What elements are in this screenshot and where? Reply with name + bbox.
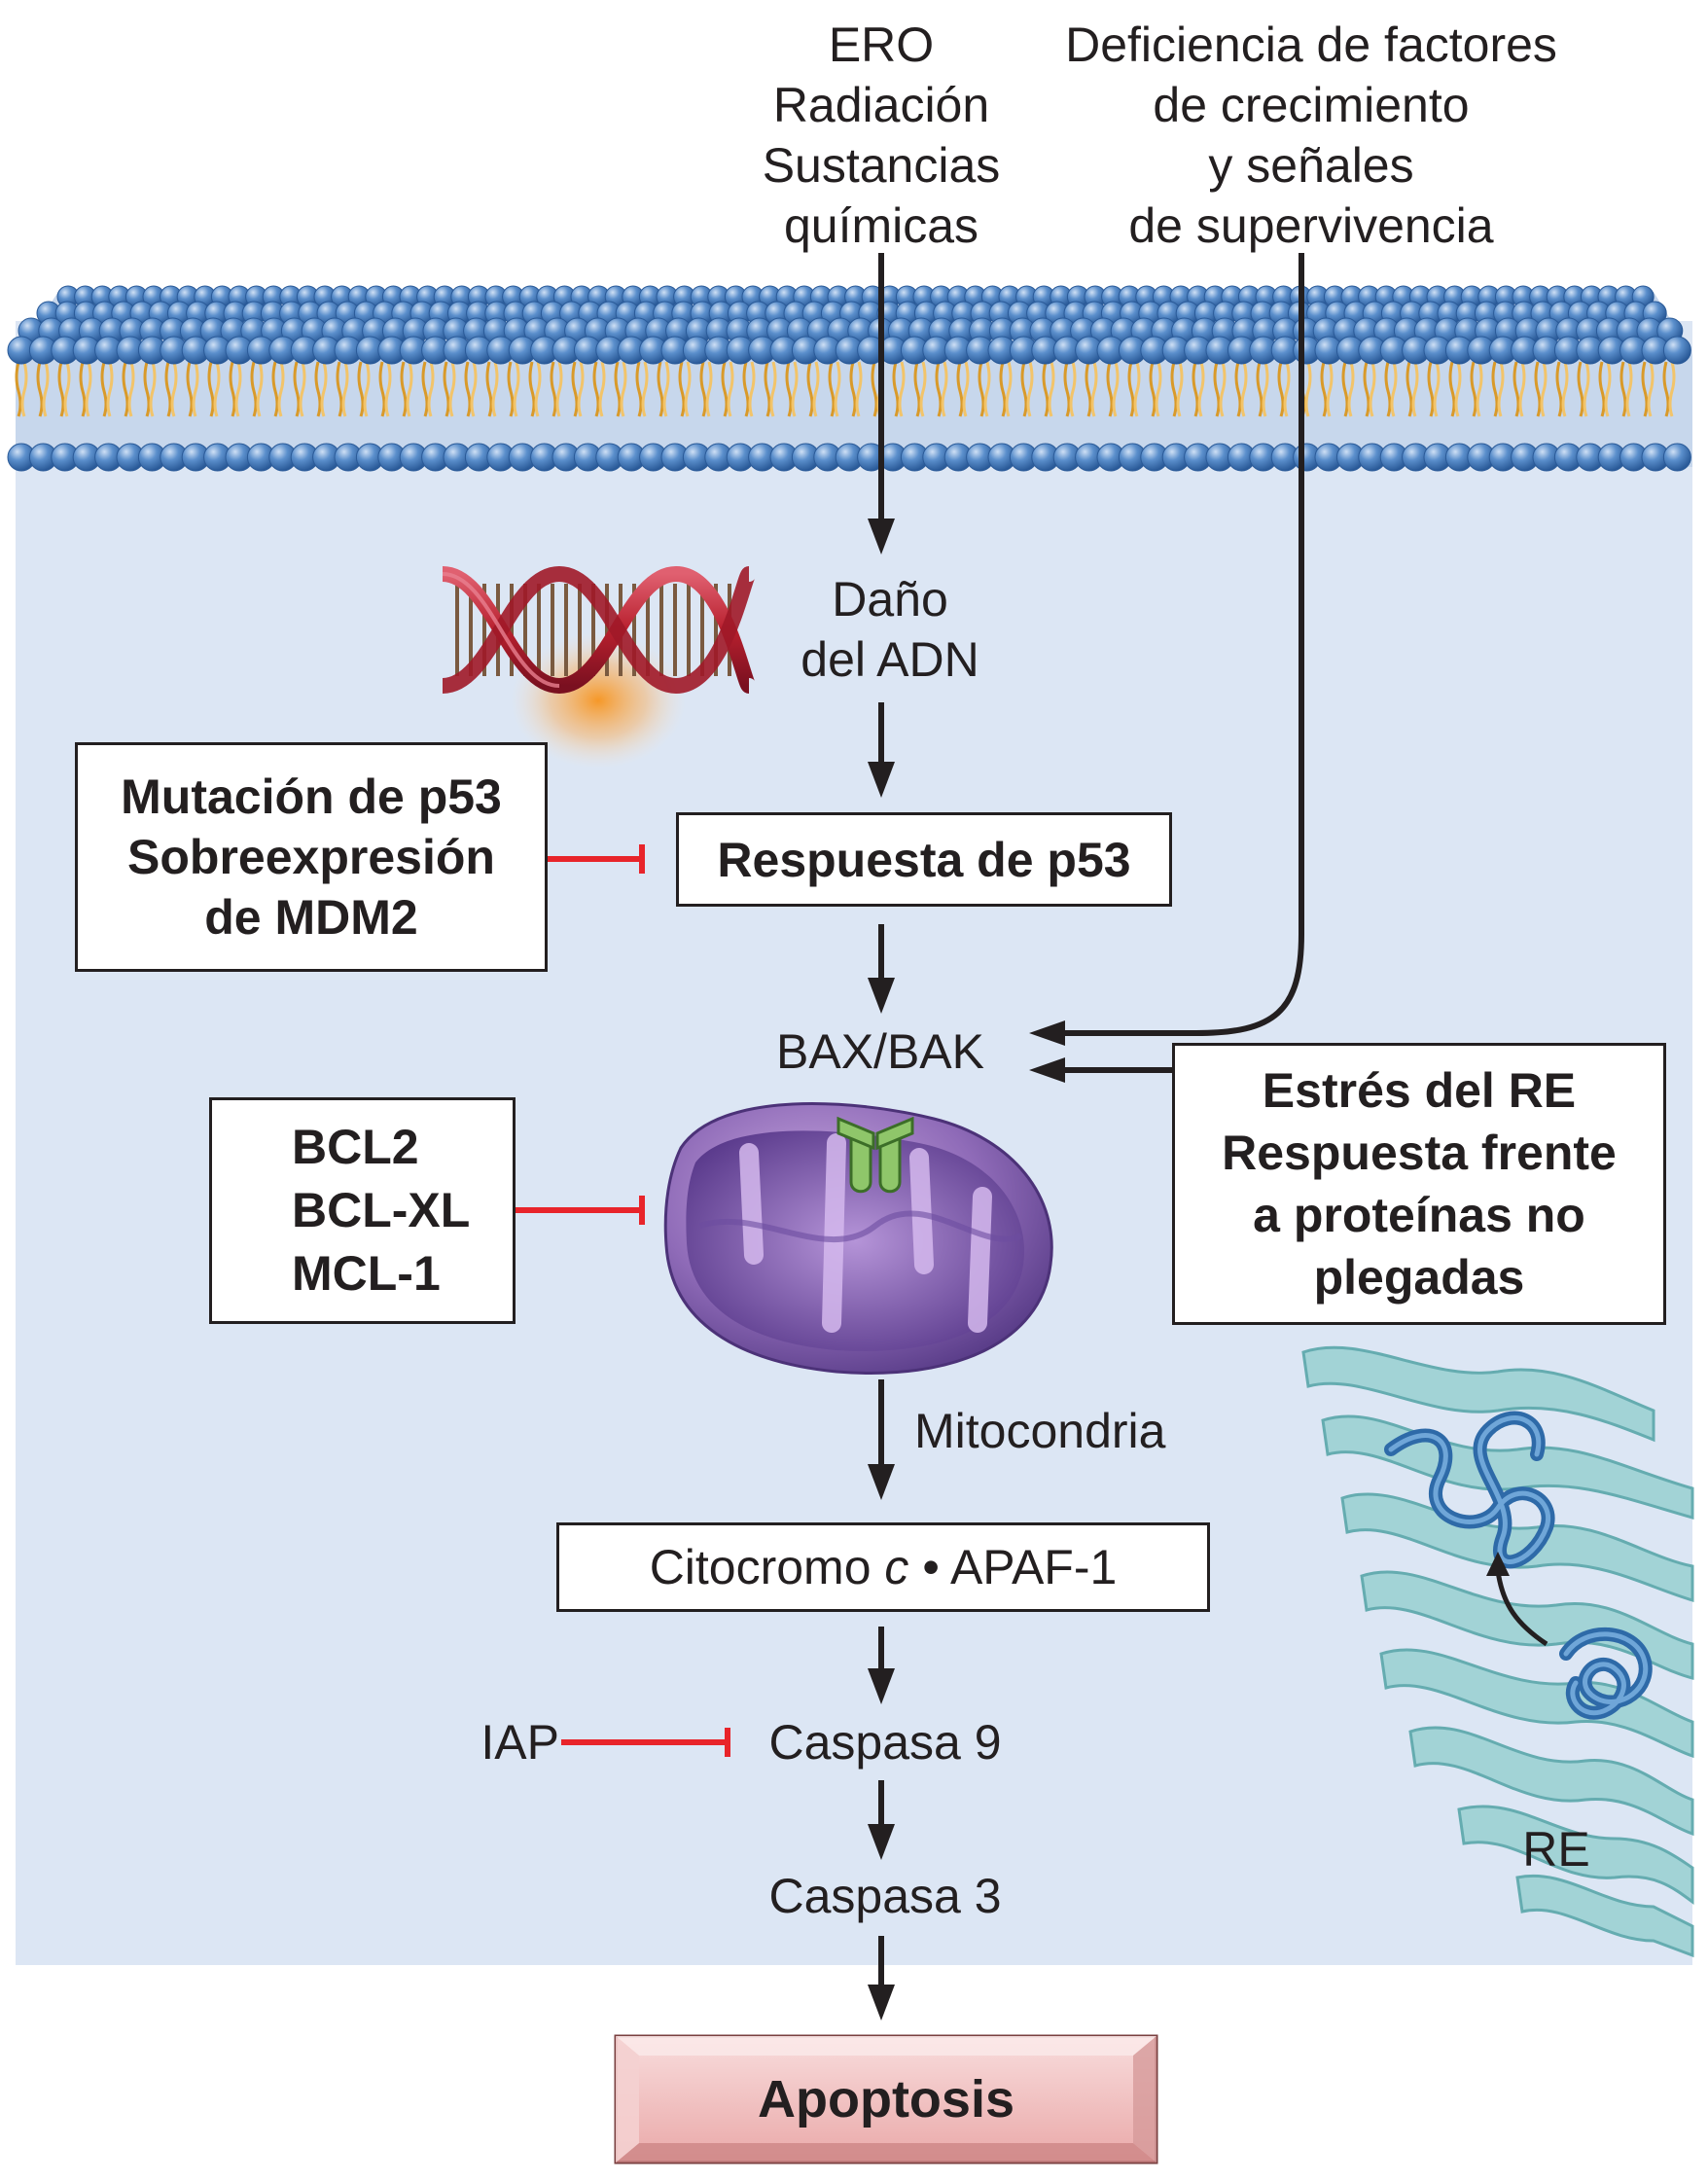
cell-membrane: [7, 285, 1692, 472]
cytochrome-apaf-box: Citocromo c • APAF-1: [556, 1522, 1210, 1612]
dna-damage-illustration: [441, 565, 757, 769]
cytochrome-c-italic: c: [884, 1540, 909, 1594]
iap-label: IAP: [480, 1715, 559, 1770]
apoptosis-box-shape: [614, 2034, 1158, 2164]
endoplasmic-reticulum: [1301, 1345, 1694, 1958]
bax-bak-label: BAX/BAK: [776, 1024, 984, 1079]
pathway-arrows: [868, 253, 1304, 2021]
er-stress-box: Estrés del RE Respuesta frente a proteín…: [1172, 1043, 1666, 1325]
apoptosis-label: Apoptosis: [758, 2070, 1014, 2128]
unfolding-arrow: [1486, 1552, 1510, 1576]
p53-response-text: Respuesta de p53: [717, 832, 1131, 887]
bax-bak-channel: [836, 1116, 914, 1194]
p53-inhibitor-box: Mutación de p53 Sobreexpresión de MDM2: [75, 742, 548, 972]
stimulus-growth-factor-deficiency-label: Deficiencia de factores de crecimiento y…: [1065, 18, 1557, 253]
p53-response-box: Respuesta de p53: [676, 812, 1172, 907]
mitochondria-label: Mitocondria: [914, 1404, 1166, 1458]
dna-damage-label: Daño del ADN: [801, 572, 979, 687]
caspase3-label: Caspasa 3: [768, 1869, 1002, 1923]
er-label: RE: [1522, 1822, 1590, 1877]
mitochondrion: [663, 1102, 1053, 1375]
apaf-suffix: • APAF-1: [908, 1540, 1118, 1594]
stimulus-ero-radiation-label: ERO Radiación Sustancias químicas: [762, 18, 1001, 253]
p53-inhibitor-text: Mutación de p53 Sobreexpresión de MDM2: [121, 769, 502, 945]
cytochrome-apaf-text: Citocromo c • APAF-1: [650, 1539, 1118, 1595]
bcl-family-text: BCL2 BCL-XL MCL-1: [292, 1120, 471, 1301]
caspase9-label: Caspasa 9: [768, 1715, 1002, 1770]
er-stress-text: Estrés del RE Respuesta frente a proteín…: [1222, 1063, 1617, 1305]
inhibitory-lines: [516, 844, 730, 1757]
cytochrome-prefix: Citocromo: [649, 1540, 885, 1594]
bcl-family-box: BCL2 BCL-XL MCL-1: [209, 1097, 516, 1324]
